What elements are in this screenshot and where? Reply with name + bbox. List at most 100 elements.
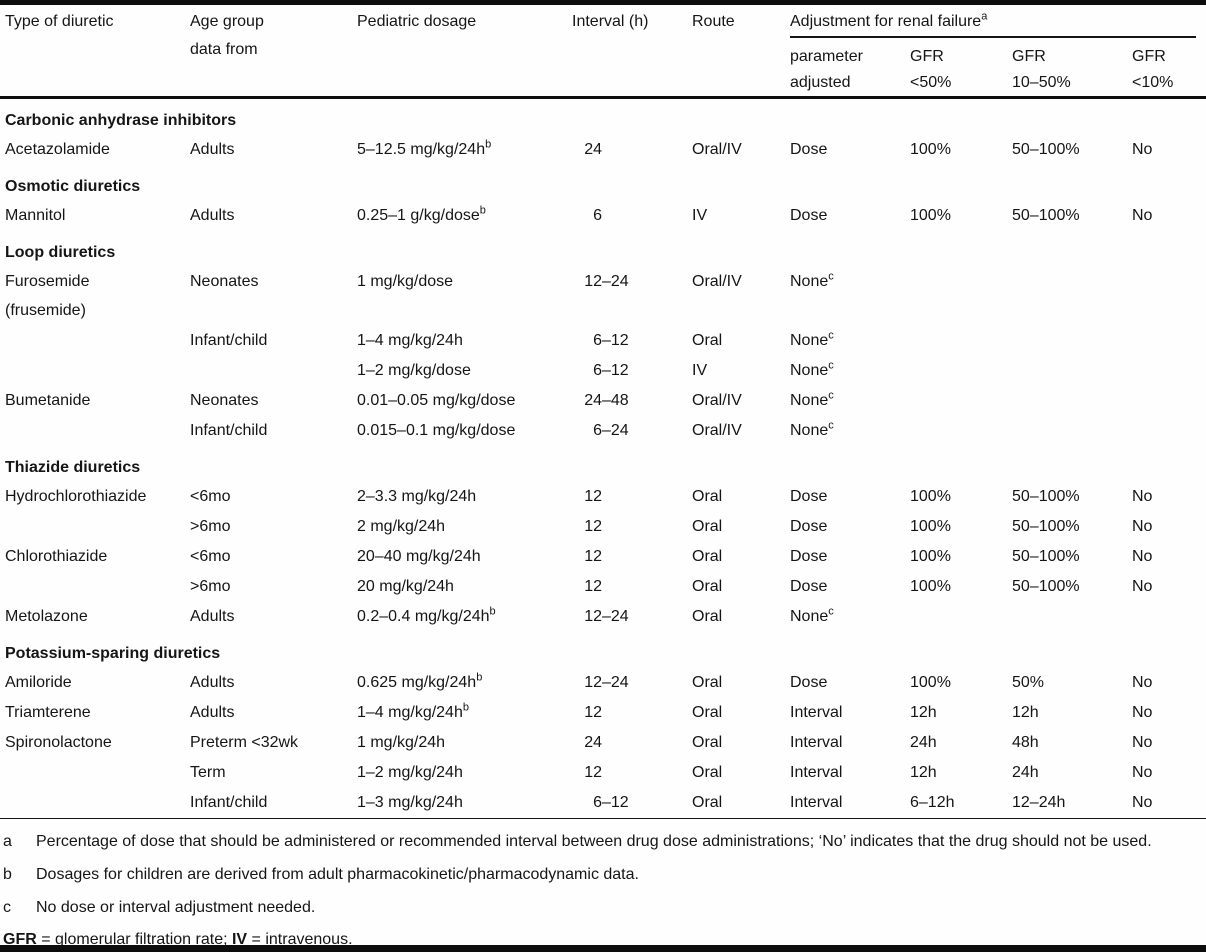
- parameter-adjusted-cell: Interval: [790, 758, 910, 788]
- footnote-ref-c: c: [828, 389, 834, 402]
- age-group-cell: Adults: [190, 207, 235, 224]
- interval-cell: 12: [572, 482, 692, 512]
- table-row: Acetazolamide Adults 5–12.5 mg/kg/24hb 24 Or…: [0, 135, 1206, 165]
- drug-name: Metolazone: [5, 608, 88, 625]
- age-group-cell: Neonates: [190, 273, 259, 290]
- section-row: Osmotic diuretics: [0, 165, 1206, 201]
- gfr-lt10-cell: [1132, 386, 1206, 416]
- table-header: Type of diuretic Age group data from Ped…: [0, 5, 1206, 98]
- interval-low: 12: [584, 674, 602, 691]
- gfr-lt10-cell: [1132, 602, 1206, 632]
- drug-name-line2: (frusemide): [5, 302, 86, 319]
- interval-low: 6: [593, 332, 602, 349]
- gfr-lt50-cell: 100%: [910, 548, 951, 565]
- gfr-lt50-cell: 100%: [910, 488, 951, 505]
- drug-name: Spironolactone: [5, 734, 112, 751]
- subheader-line1: GFR: [1012, 48, 1046, 65]
- table-row: Metolazone Adults 0.2–0.4 mg/kg/24hb 12–24 O…: [0, 602, 1206, 632]
- route-cell: Oral: [692, 518, 723, 535]
- interval-low: 12: [584, 273, 602, 290]
- drug-name-cell: Metolazone: [0, 602, 190, 632]
- abbreviations-line: GFR = glomerular filtration rate; IV = i…: [0, 927, 1206, 952]
- parameter-adjusted-cell: Interval: [790, 698, 910, 728]
- gfr-lt50-cell: [910, 416, 1012, 446]
- gfr-10-50-cell: 50–100%: [1012, 518, 1080, 535]
- dosage-cell: 0.015–0.1 mg/kg/dose: [357, 416, 572, 446]
- gfr-lt10-cell: No: [1132, 674, 1153, 691]
- footnote-text: No dose or interval adjustment needed.: [36, 899, 316, 916]
- cell-value: 2 mg/kg/24h: [357, 518, 446, 535]
- route-cell: Oral: [692, 674, 723, 691]
- interval-high: –24: [602, 273, 629, 290]
- interval-cell: 24–48: [572, 386, 692, 416]
- drug-name: Furosemide: [5, 273, 90, 290]
- gfr-lt50-cell: 12h: [910, 704, 937, 721]
- gfr-10-50-cell: 50–100%: [1012, 488, 1080, 505]
- gfr-lt50-cell: 100%: [910, 578, 951, 595]
- age-group-cell: Adults: [190, 608, 235, 625]
- cell-value: None: [790, 273, 829, 290]
- footnote-ref-c: c: [828, 329, 834, 342]
- parameter-adjusted-cell: Dose: [790, 482, 910, 512]
- interval-cell: 12: [572, 758, 692, 788]
- drug-name: Bumetanide: [5, 392, 91, 409]
- interval-cell: 12: [572, 698, 692, 728]
- table-row: Infant/child 1–3 mg/kg/24h 6–12 Oral Interva…: [0, 788, 1206, 818]
- gfr-10-50-cell: 24h: [1012, 764, 1039, 781]
- drug-name-cell: Triamterene: [0, 698, 190, 728]
- parameter-adjusted-cell: Dose: [790, 512, 910, 542]
- interval-low: 6: [593, 794, 602, 811]
- table-row: Amiloride Adults 0.625 mg/kg/24hb 12–24 Oral…: [0, 668, 1206, 698]
- group-header-renal-adjustment: Adjustment for renal failurea: [790, 5, 1206, 38]
- section-row: Potassium-sparing diuretics: [0, 632, 1206, 668]
- cell-value: 0.625 mg/kg/24h: [357, 674, 477, 691]
- interval-high: –12: [602, 362, 629, 379]
- gfr-10-50-cell: [1012, 386, 1132, 416]
- dosage-cell: 1 mg/kg/24h: [357, 728, 572, 758]
- interval-cell: 6–12: [572, 326, 692, 356]
- table-row: Term 1–2 mg/kg/24h 12 Oral Interval 12h 24h No: [0, 758, 1206, 788]
- footnotes: a Percentage of dose that should be admi…: [0, 818, 1206, 952]
- cell-value: Dose: [790, 548, 828, 565]
- age-group-cell: <6mo: [190, 548, 231, 565]
- table-row: Spironolactone Preterm <32wk 1 mg/kg/24h 24…: [0, 728, 1206, 758]
- footnote-ref-b: b: [462, 701, 469, 714]
- interval-cell: 12–24: [572, 267, 692, 326]
- cell-value: 0.2–0.4 mg/kg/24h: [357, 608, 490, 625]
- interval-low: 24: [584, 141, 602, 158]
- subheader-line1: GFR: [1132, 48, 1166, 65]
- interval-low: 12: [584, 608, 602, 625]
- footnote-text: Percentage of dose that should be admini…: [36, 833, 1152, 850]
- gfr-lt50-cell: [910, 267, 1012, 326]
- table-row: >6mo 2 mg/kg/24h 12 Oral Dose 100% 50–100% No: [0, 512, 1206, 542]
- parameter-adjusted-cell: Dose: [790, 668, 910, 698]
- gfr-lt10-cell: [1132, 416, 1206, 446]
- gfr-10-50-cell: [1012, 267, 1132, 326]
- table-row: >6mo 20 mg/kg/24h 12 Oral Dose 100% 50–100% No: [0, 572, 1206, 602]
- cell-value: 20 mg/kg/24h: [357, 578, 454, 595]
- interval-low: 24: [584, 734, 602, 751]
- dosage-cell: 0.01–0.05 mg/kg/dose: [357, 386, 572, 416]
- footnote-marker: a: [3, 833, 12, 850]
- drug-name: Triamterene: [5, 704, 91, 721]
- age-group-cell: Infant/child: [190, 794, 268, 811]
- gfr-lt50-cell: [910, 602, 1012, 632]
- footnote-ref-c: c: [828, 419, 834, 432]
- age-group-cell: Adults: [190, 141, 235, 158]
- cell-value: None: [790, 362, 829, 379]
- col-header-age-group: Age group data from: [190, 5, 357, 98]
- cell-value: None: [790, 608, 829, 625]
- route-cell: Oral: [692, 764, 723, 781]
- gfr-lt10-cell: No: [1132, 704, 1153, 721]
- cell-value: 1–4 mg/kg/24h: [357, 332, 463, 349]
- route-cell: Oral: [692, 578, 723, 595]
- cell-value: Dose: [790, 488, 828, 505]
- parameter-adjusted-cell: Dose: [790, 135, 910, 165]
- interval-high: –48: [602, 392, 629, 409]
- interval-high: –12: [602, 794, 629, 811]
- footnote-ref-b: b: [489, 605, 496, 618]
- gfr-10-50-cell: 48h: [1012, 734, 1039, 751]
- interval-low: 12: [584, 764, 602, 781]
- interval-high: –24: [602, 608, 629, 625]
- section-title: Carbonic anhydrase inhibitors: [5, 112, 237, 129]
